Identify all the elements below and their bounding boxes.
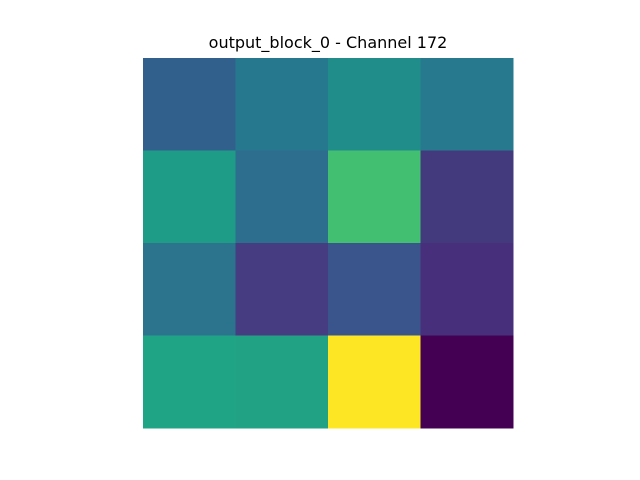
heatmap-cell-r0-c0 [143, 58, 236, 151]
heatmap-cell-r1-c2 [328, 151, 421, 244]
heatmap-cell-r3-c3 [421, 336, 514, 429]
heatmap-cell-r1-c0 [143, 151, 236, 244]
heatmap-cell-r3-c2 [328, 336, 421, 429]
heatmap-cell-r2-c3 [421, 243, 514, 336]
heatmap-cell-r1-c1 [236, 151, 329, 244]
heatmap-cell-r2-c2 [328, 243, 421, 336]
heatmap-cell-r3-c0 [143, 336, 236, 429]
heatmap-cells [143, 58, 514, 429]
heatmap-cell-r0-c3 [421, 58, 514, 151]
heatmap-cell-r2-c1 [236, 243, 329, 336]
heatmap-cell-r0-c1 [236, 58, 329, 151]
heatmap-cell-r0-c2 [328, 58, 421, 151]
heatmap-cell-r3-c1 [236, 336, 329, 429]
heatmap-cell-r2-c0 [143, 243, 236, 336]
heatmap-cell-r1-c3 [421, 151, 514, 244]
